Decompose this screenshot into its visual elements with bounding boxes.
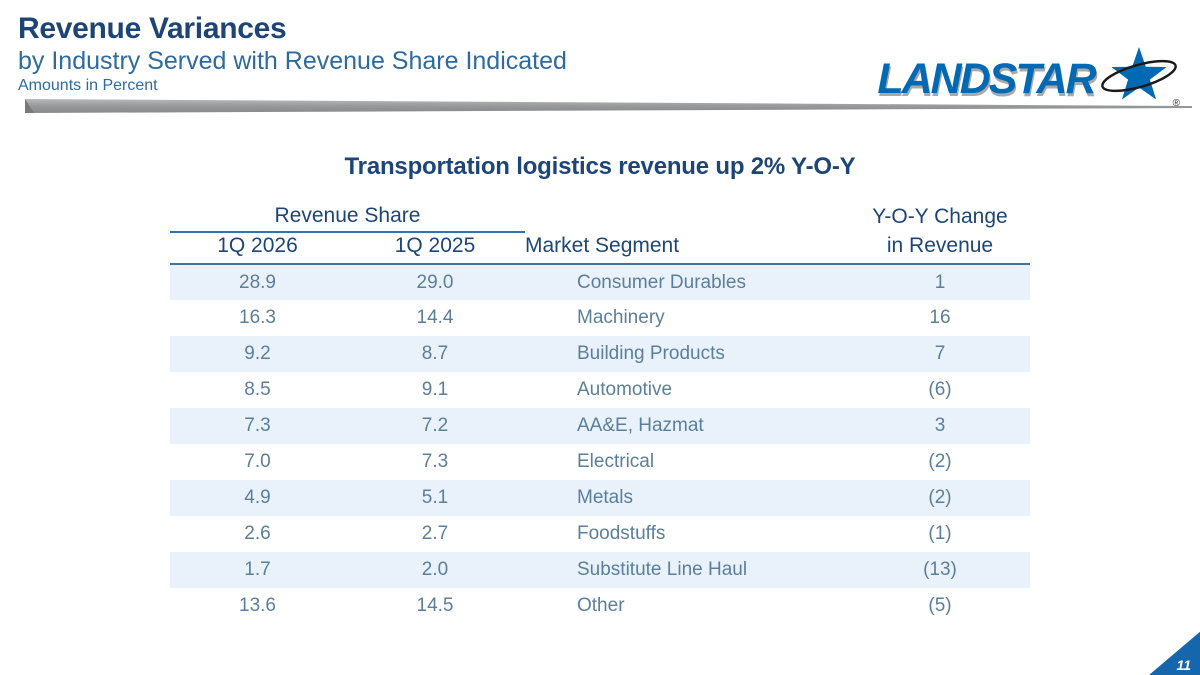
column-header-row: 1Q 2026 1Q 2025 Market Segment in Revenu… <box>170 232 1030 265</box>
page-subtitle: by Industry Served with Revenue Share In… <box>18 47 567 75</box>
share-2026-cell: 13.6 <box>239 595 276 616</box>
share-2025-cell: 2.7 <box>421 523 449 544</box>
group-header-row: Revenue Share Y-O-Y Change <box>170 202 1030 233</box>
segment-cell: Metals <box>577 487 633 508</box>
units-note: Amounts in Percent <box>18 76 158 94</box>
col-header-1q2026: 1Q 2026 <box>170 232 345 265</box>
registered-trademark: ® <box>1172 98 1180 109</box>
segment-cell: Foodstuffs <box>577 523 666 544</box>
share-2026-cell: 4.9 <box>244 487 271 508</box>
col-header-market-segment: Market Segment <box>525 232 850 265</box>
share-2026-cell: 28.9 <box>239 271 276 293</box>
share-2025-cell: 29.0 <box>416 271 454 293</box>
table-row: 1.7 2.0 Substitute Line Haul (13) <box>170 552 1030 588</box>
table-row: 9.2 8.7 Building Products 7 <box>170 336 1030 372</box>
yoy-cell: (6) <box>928 379 952 400</box>
yoy-cell: (13) <box>923 559 957 580</box>
revenue-variance-table: Revenue Share Y-O-Y Change 1Q 2026 1Q 20… <box>170 202 1030 624</box>
table-row: 4.9 5.1 Metals (2) <box>170 480 1030 516</box>
segment-cell: Building Products <box>577 343 725 364</box>
share-2025-cell: 8.7 <box>421 343 449 364</box>
share-2026-cell: 16.3 <box>239 307 276 328</box>
yoy-cell: 1 <box>934 271 946 293</box>
yoy-cell: 7 <box>934 343 946 364</box>
share-2025-cell: 14.5 <box>416 595 454 616</box>
table-row: 2.6 2.7 Foodstuffs (1) <box>170 516 1030 552</box>
share-2026-cell: 7.3 <box>244 415 271 436</box>
share-2026-cell: 7.0 <box>244 451 271 472</box>
segment-cell: Machinery <box>577 307 665 328</box>
table-row: 7.3 7.2 AA&E, Hazmat 3 <box>170 408 1030 444</box>
col-header-1q2025: 1Q 2025 <box>345 232 525 265</box>
yoy-cell: 3 <box>934 415 946 436</box>
yoy-cell: (1) <box>928 523 952 544</box>
spacer-cell <box>525 202 850 232</box>
divider-swoosh <box>25 99 1192 113</box>
revenue-share-group-header: Revenue Share <box>170 202 525 233</box>
segment-cell: AA&E, Hazmat <box>577 415 704 436</box>
yoy-cell: (2) <box>928 451 952 472</box>
share-2025-cell: 14.4 <box>416 307 454 328</box>
table-row: 8.5 9.1 Automotive (6) <box>170 372 1030 408</box>
segment-cell: Other <box>577 595 625 616</box>
share-2026-cell: 2.6 <box>244 523 271 544</box>
yoy-cell: (5) <box>928 595 952 616</box>
share-2025-cell: 9.1 <box>421 379 449 400</box>
landstar-wordmark: LANDSTAR <box>877 55 1096 103</box>
yoy-cell: (2) <box>928 487 952 508</box>
yoy-header-line1: Y-O-Y Change <box>872 205 1008 228</box>
page-title: Revenue Variances <box>18 12 287 45</box>
share-2026-cell: 8.5 <box>244 379 271 400</box>
yoy-header-line2: in Revenue <box>850 232 1030 265</box>
yoy-cell: 16 <box>929 307 951 328</box>
segment-cell: Consumer Durables <box>577 271 746 293</box>
share-2025-cell: 7.2 <box>421 415 449 436</box>
landstar-logo: LANDSTAR ® <box>877 46 1186 111</box>
page-number: 11 <box>1176 657 1191 673</box>
share-2026-cell: 9.2 <box>244 343 271 364</box>
table-row: 28.9 29.0 Consumer Durables 1 <box>170 264 1030 300</box>
share-2025-cell: 2.0 <box>421 559 449 580</box>
landstar-star-icon <box>1099 46 1179 109</box>
table-row: 16.3 14.4 Machinery 16 <box>170 300 1030 336</box>
share-2025-cell: 5.1 <box>421 487 449 508</box>
slide-header: Revenue Variances by Industry Served wit… <box>18 12 567 95</box>
share-2025-cell: 7.3 <box>421 451 449 472</box>
table-title: Transportation logistics revenue up 2% Y… <box>344 153 856 180</box>
segment-cell: Automotive <box>577 379 673 400</box>
page-number-tab <box>1149 631 1200 675</box>
segment-cell: Substitute Line Haul <box>577 559 748 580</box>
table-row: 13.6 14.5 Other (5) <box>170 588 1030 624</box>
share-2026-cell: 1.7 <box>244 559 271 580</box>
segment-cell: Electrical <box>577 451 655 472</box>
table-row: 7.0 7.3 Electrical (2) <box>170 444 1030 480</box>
